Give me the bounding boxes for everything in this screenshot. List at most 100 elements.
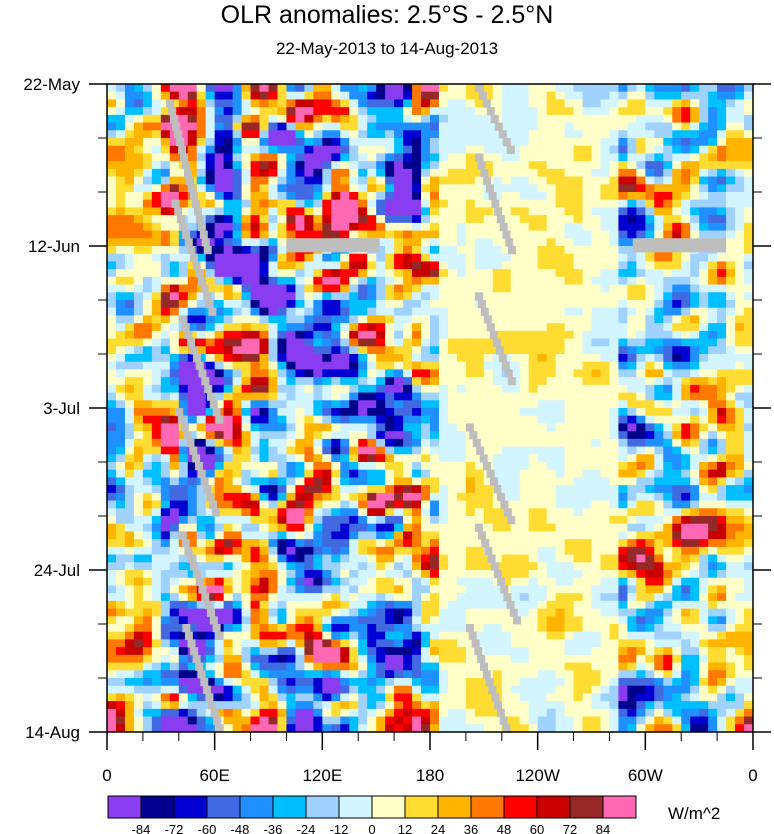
field-cell: [609, 438, 620, 448]
field-cell: [438, 462, 449, 471]
field-cell: [672, 415, 682, 425]
field-cell: [107, 384, 117, 394]
field-cell: [690, 462, 700, 471]
field-cell: [214, 384, 225, 394]
field-cell: [259, 292, 270, 301]
field-cell: [160, 438, 171, 448]
field-cell: [367, 446, 377, 455]
field-cell: [250, 338, 261, 347]
field-cell: [115, 415, 126, 425]
field-cell: [492, 153, 503, 162]
field-cell: [636, 608, 646, 617]
field-cell: [456, 508, 467, 517]
field-cell: [591, 346, 602, 355]
field-cell: [609, 384, 620, 394]
field-cell: [322, 199, 332, 209]
field-cell: [663, 284, 673, 293]
field-cell: [672, 508, 682, 517]
field-cell: [178, 246, 189, 255]
field-cell: [295, 546, 305, 556]
field-cell: [295, 323, 305, 332]
field-cell: [196, 431, 207, 440]
field-cell: [313, 508, 323, 517]
field-cell: [142, 600, 153, 610]
field-cell: [322, 346, 332, 355]
field-cell: [421, 462, 431, 471]
field-cell: [447, 485, 458, 494]
field-cell: [681, 315, 691, 324]
field-cell: [376, 600, 386, 610]
field-cell: [519, 384, 530, 394]
field-cell: [223, 600, 234, 610]
field-cell: [645, 307, 655, 317]
field-cell: [699, 438, 709, 448]
field-cell: [564, 230, 575, 239]
field-cell: [313, 91, 323, 101]
field-cell: [483, 454, 494, 463]
field-cell: [223, 500, 234, 509]
field-cell: [744, 307, 753, 317]
field-cell: [205, 138, 216, 147]
field-cell: [133, 485, 144, 494]
field-cell: [672, 369, 682, 378]
field-cell: [537, 145, 548, 155]
field-cell: [528, 99, 539, 108]
field-cell: [232, 215, 243, 224]
field-cell: [331, 261, 341, 270]
field-cell: [654, 392, 664, 401]
field-cell: [501, 122, 512, 131]
field-cell: [430, 438, 440, 448]
field-cell: [447, 130, 458, 139]
field-cell: [340, 292, 350, 301]
field-cell: [573, 99, 584, 108]
field-cell: [331, 222, 341, 232]
field-cell: [735, 477, 745, 486]
chart-subtitle: 22-May-2013 to 14-Aug-2013: [275, 39, 499, 58]
field-cell: [187, 415, 198, 425]
field-cell: [169, 361, 180, 371]
field-cell: [636, 323, 646, 332]
field-cell: [367, 377, 377, 386]
field-cell: [286, 570, 297, 579]
field-cell: [672, 585, 682, 594]
field-cell: [421, 554, 431, 563]
field-cell: [492, 500, 503, 509]
field-cell: [286, 315, 297, 324]
field-cell: [492, 284, 503, 293]
field-cell: [115, 593, 126, 602]
field-cell: [394, 400, 404, 409]
field-cell: [519, 361, 530, 371]
field-cell: [438, 369, 449, 378]
field-cell: [107, 346, 117, 355]
field-cell: [510, 392, 521, 401]
field-cell: [340, 446, 350, 455]
field-cell: [304, 184, 314, 193]
field-cell: [142, 500, 153, 509]
field-cell: [394, 462, 404, 471]
field-cell: [555, 338, 566, 347]
field-cell: [313, 585, 323, 594]
field-cell: [690, 207, 700, 216]
field-cell: [178, 361, 189, 371]
field-cell: [483, 292, 494, 301]
field-cell: [663, 99, 673, 108]
field-cell: [663, 122, 673, 131]
field-cell: [349, 107, 359, 116]
field-cell: [430, 562, 440, 571]
field-cell: [546, 477, 557, 486]
field-cell: [438, 246, 449, 255]
field-cell: [537, 384, 548, 394]
field-cell: [107, 477, 117, 486]
field-cell: [223, 415, 234, 425]
field-cell: [600, 91, 611, 101]
field-cell: [232, 122, 243, 131]
field-cell: [546, 338, 557, 347]
field-cell: [636, 539, 646, 548]
field-cell: [295, 300, 305, 309]
field-cell: [609, 469, 620, 479]
field-cell: [735, 168, 745, 178]
field-cell: [537, 469, 548, 479]
field-cell: [528, 392, 539, 401]
field-cell: [142, 300, 153, 309]
field-cell: [295, 539, 305, 548]
